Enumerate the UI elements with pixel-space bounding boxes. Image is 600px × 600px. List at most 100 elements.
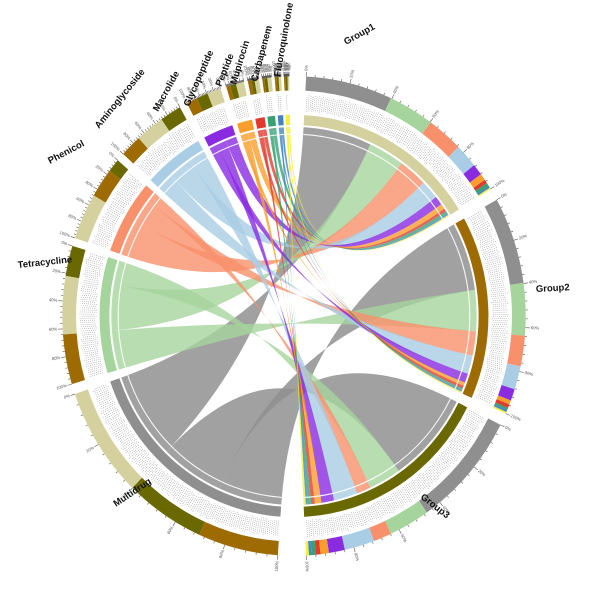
gene-label-texture	[262, 518, 266, 536]
gene-label-texture	[129, 176, 141, 187]
gene-label-texture	[85, 276, 98, 280]
band-group2	[455, 218, 489, 398]
gene-label-texture	[137, 454, 149, 466]
gene-label-texture	[432, 462, 443, 474]
gene-label-texture	[450, 439, 465, 452]
axis-tick	[514, 388, 518, 390]
gene-label-texture	[329, 518, 333, 535]
gene-label-texture	[310, 521, 313, 537]
guide-arc	[242, 137, 257, 143]
gene-label-texture	[125, 178, 138, 189]
gene-label-texture	[152, 470, 163, 483]
gene-label-texture	[187, 495, 196, 508]
gene-label-texture	[428, 151, 440, 165]
gene-label-texture	[487, 356, 503, 361]
gene-label-texture	[435, 160, 447, 171]
gene-label-texture	[387, 120, 396, 135]
ribbon-carbapenem-to-group3	[280, 127, 308, 505]
gene-label-texture	[85, 362, 101, 368]
gene-label-texture	[406, 132, 416, 146]
gene-label-texture	[211, 111, 218, 126]
axis-tick-label: 80%	[353, 552, 360, 562]
axis-tick-label: 0%	[504, 425, 512, 432]
gene-label-texture	[232, 102, 238, 119]
axis-tick	[211, 86, 214, 92]
gene-label-texture	[108, 419, 124, 430]
gene-label-texture	[89, 255, 103, 260]
guide-arc	[303, 398, 452, 499]
ring-macrolide-group2	[186, 98, 203, 116]
gene-label-texture	[478, 393, 493, 400]
band-peptide	[255, 117, 267, 129]
axis-tick	[238, 80, 240, 84]
axis-tick-label: 60%	[193, 83, 201, 93]
axis-tick	[176, 106, 178, 109]
gene-label-texture	[84, 351, 99, 355]
gene-label-texture	[390, 124, 399, 138]
axis-tick	[390, 533, 392, 537]
ring-peptide-group1	[254, 78, 262, 94]
gene-label-texture	[84, 267, 101, 272]
axis-tick	[119, 150, 124, 155]
ring-group1-macrolide	[463, 165, 481, 183]
ring-group1-peptide	[473, 179, 487, 191]
axis-tick-label: 100%	[243, 64, 250, 76]
gene-label-texture	[254, 517, 259, 535]
gene-label-texture	[409, 483, 418, 496]
gene-label-texture	[440, 451, 455, 465]
gene-label-texture	[454, 186, 468, 196]
sector-label-aminoglycoside: Aminoglycoside	[93, 67, 148, 131]
gene-label-texture	[383, 118, 393, 135]
axis-tick	[138, 135, 140, 138]
gene-label-texture	[486, 257, 502, 262]
axis-tick-label: 80%	[52, 355, 61, 361]
gene-label-texture	[481, 387, 496, 394]
axis-tick	[76, 404, 79, 406]
gene-label-texture	[321, 95, 324, 113]
axis-tick-label: 80%	[68, 213, 78, 221]
gene-label-texture	[398, 127, 409, 143]
axis-tick-label: 40%	[121, 490, 131, 500]
axis-tick	[518, 256, 521, 258]
axis-tick	[155, 509, 158, 512]
axis-tick	[473, 466, 478, 471]
axis-tick	[513, 238, 519, 241]
gene-label-texture	[482, 249, 498, 255]
gene-label-texture	[151, 152, 161, 163]
gene-label-texture	[81, 331, 95, 334]
gene-label-texture	[120, 185, 135, 197]
gene-label-texture	[351, 511, 357, 528]
gene-label-texture	[487, 360, 504, 366]
gene-label-texture	[353, 512, 359, 527]
axis-tick	[184, 99, 188, 104]
gene-label-texture	[319, 518, 323, 536]
gene-label-texture	[359, 107, 366, 123]
ring-group2-carbapenem	[493, 404, 508, 412]
gene-label-texture	[412, 140, 423, 154]
axis-tick	[238, 78, 241, 83]
gene-label-texture	[80, 290, 96, 293]
gene-label-texture	[377, 115, 385, 131]
axis-tick-label: 60%	[49, 326, 58, 331]
band-carbapenem	[277, 115, 284, 126]
gene-label-texture	[479, 235, 494, 242]
gene-label-texture	[490, 349, 505, 353]
gene-label-texture	[176, 131, 186, 145]
gene-label-texture	[175, 486, 185, 500]
gene-label-texture	[150, 467, 160, 479]
gene-label-texture	[488, 275, 505, 280]
gene-label-texture	[252, 518, 256, 534]
gene-label-texture	[219, 507, 226, 523]
gene-label-texture	[430, 465, 440, 477]
gene-label-texture	[485, 372, 501, 378]
ring-tetracycline-group2	[62, 333, 85, 385]
gene-label-texture	[110, 201, 125, 211]
axis-tick	[228, 83, 230, 86]
gene-label-texture	[82, 335, 96, 338]
axis-tick	[84, 206, 88, 209]
axis-tick-label: 60%	[134, 121, 143, 131]
ribbon-multidrug-to-group3	[166, 373, 457, 489]
gene-label-texture	[334, 517, 339, 532]
axis-tick	[75, 230, 78, 232]
gene-label-texture	[80, 325, 96, 328]
